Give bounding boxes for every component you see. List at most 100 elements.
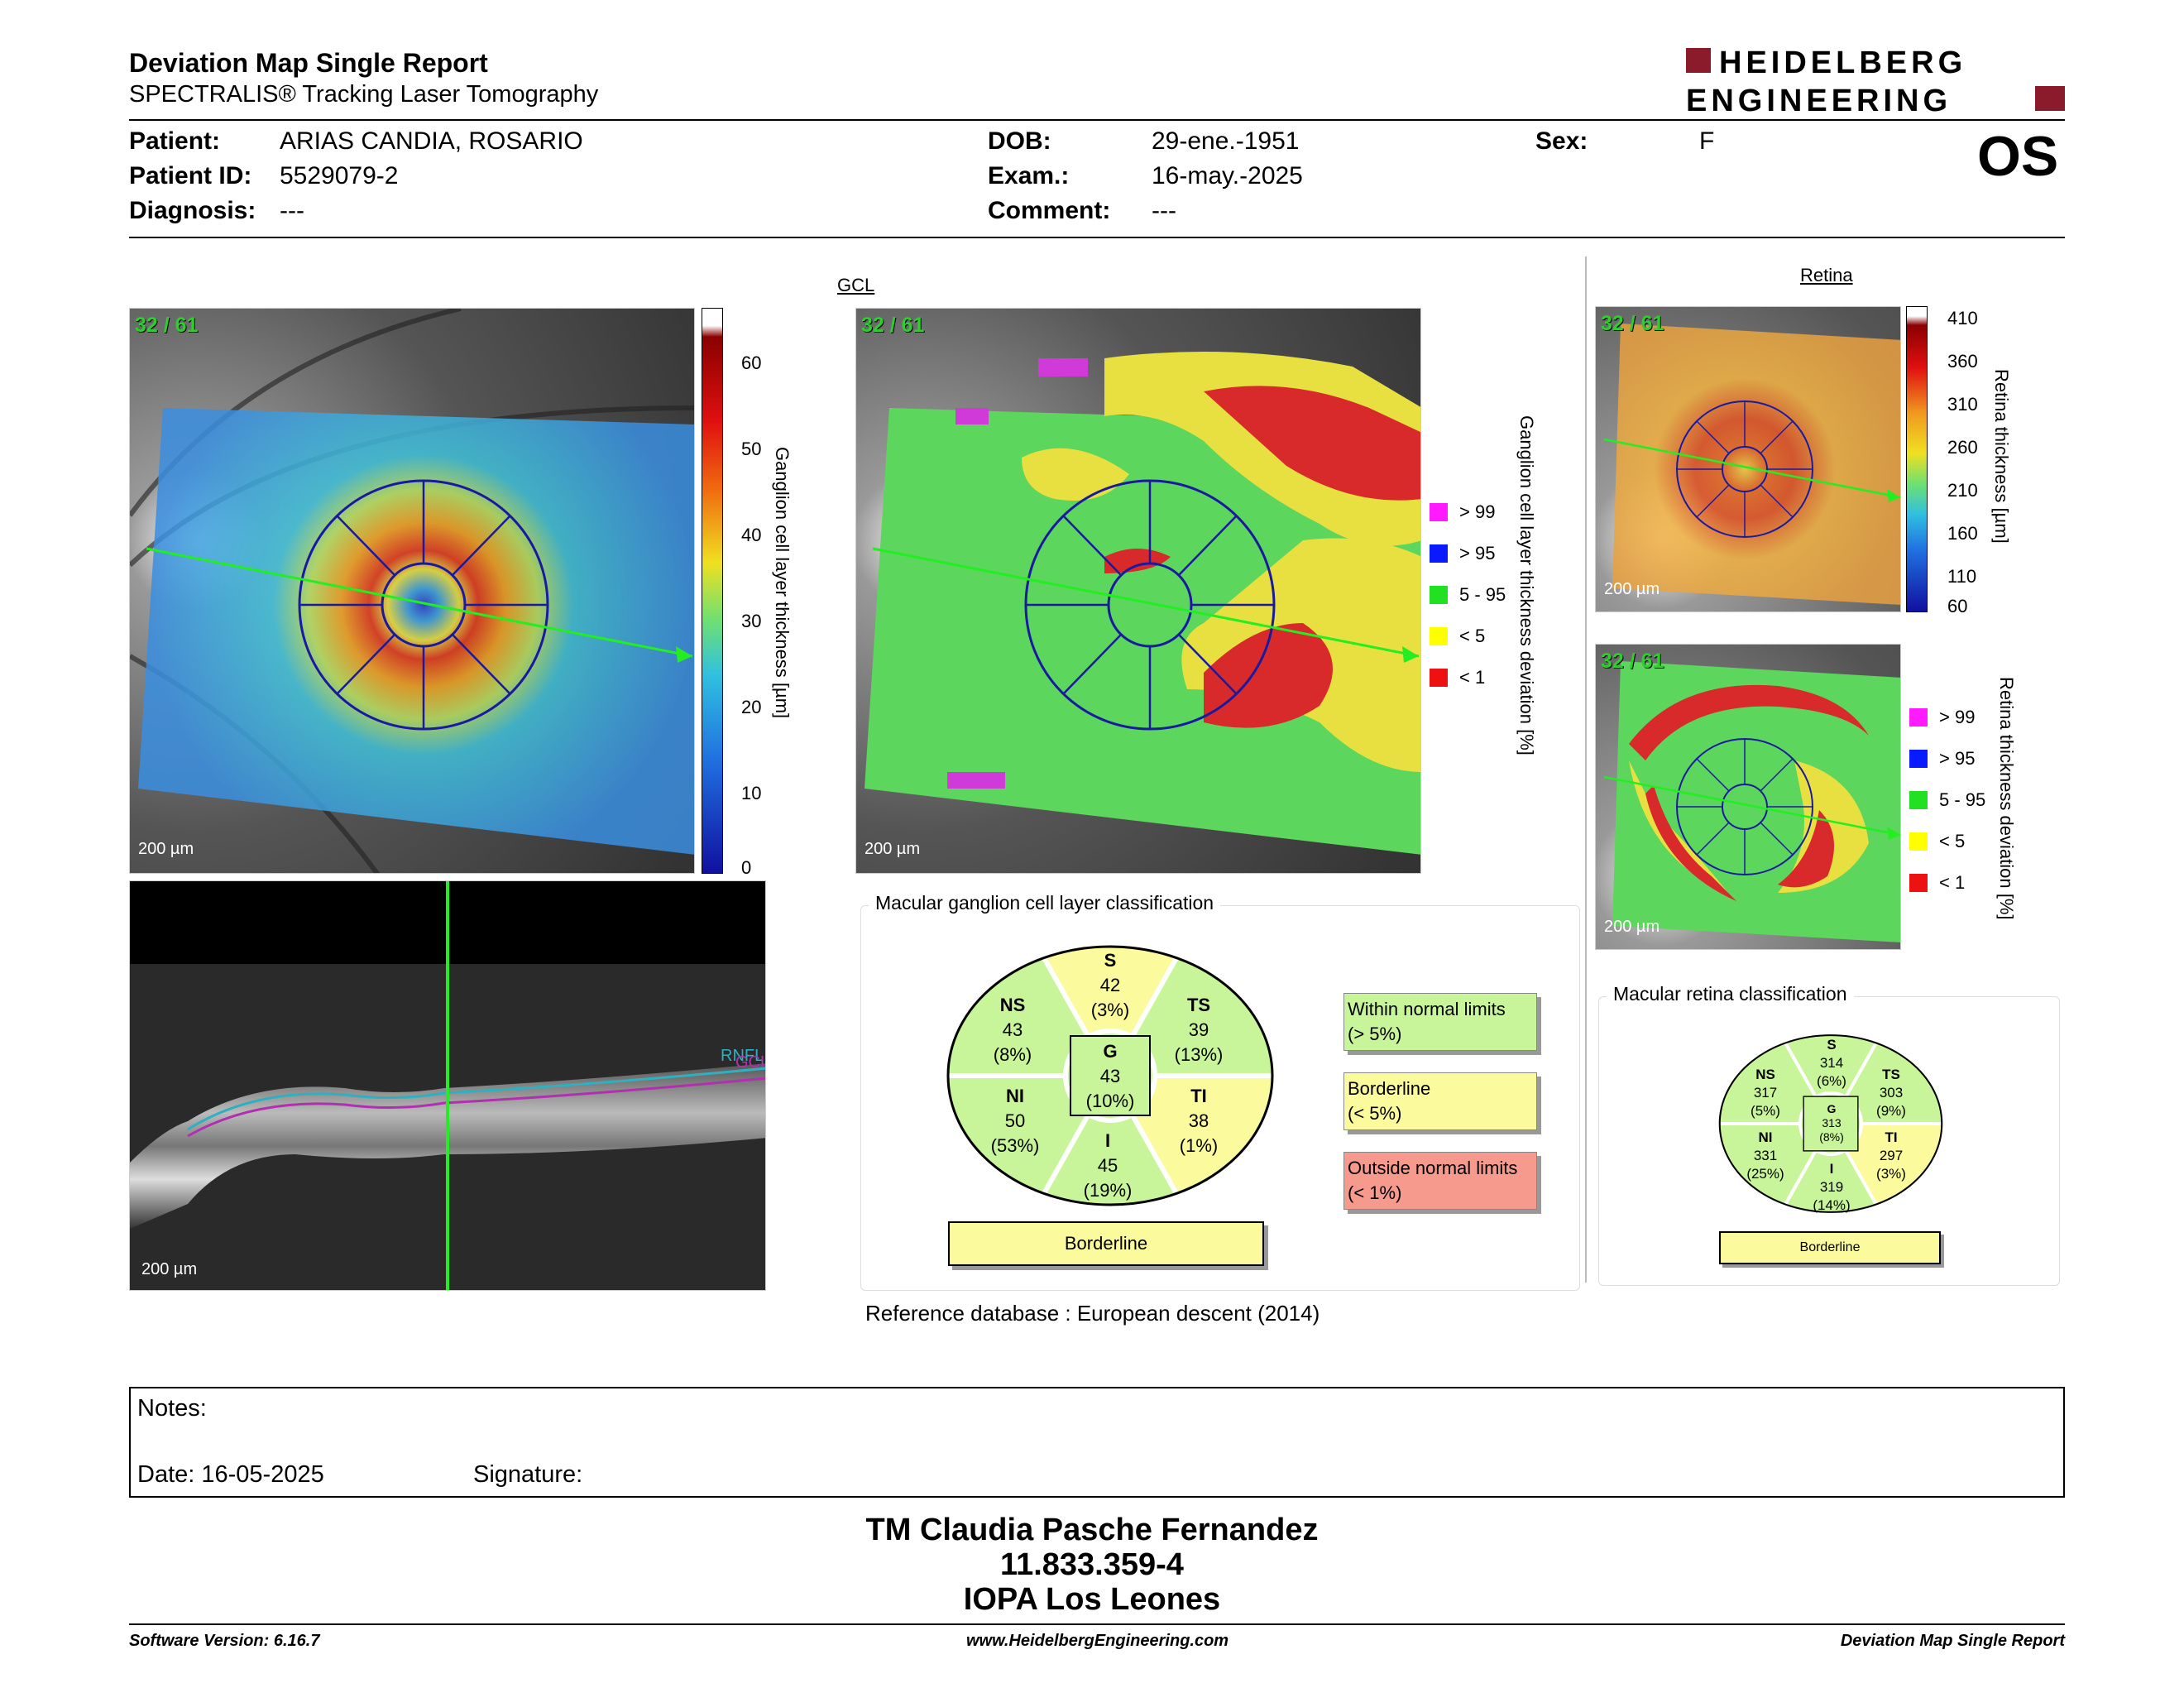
reference-database: Reference database : European descent (2…	[865, 1301, 1320, 1326]
scan-tag: 32 / 61	[1601, 312, 1664, 335]
retina-legend-item: > 95	[1909, 748, 1975, 770]
sector-pct: (53%)	[990, 1135, 1040, 1156]
retina-cbar-tick: 260	[1947, 437, 1978, 458]
sex-label: Sex:	[1535, 127, 1588, 155]
retina-sector-ti: TI 297 (3%)	[1866, 1129, 1916, 1183]
gcl-deviation-map[interactable]: 32 / 61 200 µm	[855, 308, 1421, 874]
patient-rule	[129, 237, 2065, 238]
sector-pct: (25%)	[1746, 1166, 1784, 1182]
gcl-legend-item: < 5	[1430, 626, 1485, 647]
sector-name: G	[1827, 1102, 1837, 1115]
retina-deviation-map[interactable]: 32 / 61 200 µm	[1595, 644, 1901, 950]
sex-value: F	[1699, 127, 1715, 155]
gcl-legend-item: < 1	[1430, 667, 1485, 688]
legend-border-line1: Borderline	[1348, 1078, 1431, 1099]
gcl-cbar-tick: 0	[741, 857, 752, 878]
gcl-cbar-tick: 10	[741, 783, 762, 803]
sector-value: 317	[1753, 1085, 1778, 1101]
gcl-classification-result: Borderline	[948, 1221, 1264, 1266]
gcl-sector-ti: TI 38 (1%)	[1161, 1084, 1236, 1158]
gcl-thickness-map[interactable]: 32 / 61 200 µm	[129, 308, 695, 874]
signer-institution: IOPA Los Leones	[963, 1582, 1221, 1617]
gcl-sector-ni: NI 50 (53%)	[978, 1084, 1052, 1158]
legend-label: > 99	[1939, 707, 1976, 727]
legend-within-line2: (> 5%)	[1348, 1024, 1402, 1044]
gcl-title: GCL	[837, 275, 875, 295]
retina-sector-s: S 314 (6%)	[1807, 1036, 1856, 1091]
legend-label: > 99	[1459, 501, 1496, 522]
sector-value: 313	[1822, 1116, 1842, 1129]
legend-swatch	[1430, 586, 1448, 604]
gcl-deviation-axis-label: Ganglion cell layer thickness deviation …	[1516, 415, 1537, 755]
retina-cbar-tick: 60	[1947, 596, 1968, 616]
sector-pct: (14%)	[1813, 1197, 1851, 1213]
bscan-graphic	[130, 881, 765, 1290]
notes-box[interactable]: Notes: Date: 16-05-2025 Signature:	[129, 1387, 2065, 1498]
legend-borderline: Borderline (< 5%)	[1343, 1072, 1537, 1130]
sector-value: 39	[1188, 1019, 1209, 1040]
column-separator	[1585, 257, 1587, 1283]
legend-swatch	[1909, 791, 1928, 809]
legend-label: 5 - 95	[1939, 789, 1986, 810]
signer-id: 11.833.359-4	[1000, 1547, 1184, 1582]
retina-legend-item: > 99	[1909, 707, 1975, 728]
scan-tag: 32 / 61	[1601, 650, 1664, 673]
gcl-sector-chart	[945, 943, 1276, 1208]
sector-name: I	[1104, 1130, 1111, 1151]
header-rule	[129, 119, 2065, 121]
dob-label: DOB:	[988, 127, 1051, 155]
gcl-sector-g: G 43 (10%)	[1070, 1039, 1150, 1114]
gcl-legend-item: > 95	[1430, 543, 1495, 564]
scan-tag: 32 / 61	[135, 314, 199, 337]
sector-pct: (13%)	[1174, 1044, 1224, 1065]
sector-name: NI	[1758, 1129, 1773, 1145]
legend-label: > 95	[1939, 748, 1976, 769]
legend-outside-line1: Outside normal limits	[1348, 1158, 1518, 1178]
retina-cbar-tick: 110	[1947, 566, 1977, 587]
gcl-sector-ns: NS 43 (8%)	[979, 993, 1046, 1067]
sector-value: 43	[1002, 1019, 1023, 1040]
diagnosis-label: Diagnosis:	[129, 197, 256, 224]
patient-label: Patient:	[129, 127, 221, 155]
dob-value: 29-ene.-1951	[1152, 127, 1300, 155]
legend-label: > 95	[1459, 543, 1496, 563]
retina-cbar-tick: 310	[1947, 394, 1978, 415]
gcl-cbar-tick: 40	[741, 525, 762, 545]
sector-pct: (1%)	[1179, 1135, 1219, 1156]
legend-within-normal: Within normal limits (> 5%)	[1343, 993, 1537, 1051]
retina-sector-g: G 313 (8%)	[1807, 1102, 1856, 1144]
retina-thickness-map[interactable]: 32 / 61 200 µm	[1595, 306, 1901, 612]
report-subtitle: SPECTRALIS® Tracking Laser Tomography	[129, 81, 599, 108]
heidelberg-logo: HEIDELBERG ENGINEERING	[1686, 46, 2065, 116]
logo-line2: ENGINEERING	[1686, 84, 1952, 116]
patient-id: 5529079-2	[280, 162, 399, 189]
sector-name: S	[1827, 1037, 1837, 1053]
retina-thickness-axis-label: Retina thickness [µm]	[1991, 369, 2012, 544]
gcl-deviation-image	[856, 309, 1420, 873]
legend-border-line2: (< 5%)	[1348, 1103, 1402, 1124]
retina-thickness-image	[1596, 307, 1900, 611]
sector-value: 38	[1188, 1110, 1209, 1131]
gcl-cbar-tick: 20	[741, 697, 762, 717]
legend-within-line1: Within normal limits	[1348, 999, 1506, 1019]
retina-title: Retina	[1800, 265, 1853, 285]
sector-name: NS	[999, 995, 1026, 1015]
gcl-thickness-colorbar	[702, 308, 723, 874]
retina-legend-item: 5 - 95	[1909, 789, 1985, 811]
legend-swatch	[1430, 669, 1448, 687]
bscan-image[interactable]: RNFL GCL 200 µm	[129, 880, 766, 1291]
sector-value: 45	[1097, 1155, 1118, 1176]
legend-label: < 1	[1459, 667, 1486, 688]
sector-name: TS	[1186, 995, 1211, 1015]
notes-date: Date: 16-05-2025	[137, 1461, 324, 1488]
comment-value: ---	[1152, 197, 1176, 224]
exam-value: 16-may.-2025	[1152, 162, 1303, 189]
retina-sector-ni: NI 331 (25%)	[1741, 1129, 1790, 1183]
legend-label: < 1	[1939, 872, 1966, 893]
retina-thickness-colorbar	[1906, 306, 1928, 612]
sector-pct: (8%)	[1819, 1130, 1844, 1144]
sector-name: G	[1103, 1041, 1118, 1062]
retina-sector-ts: TS 303 (9%)	[1866, 1066, 1916, 1120]
rnfl-layer-label: RNFL	[721, 1047, 764, 1065]
